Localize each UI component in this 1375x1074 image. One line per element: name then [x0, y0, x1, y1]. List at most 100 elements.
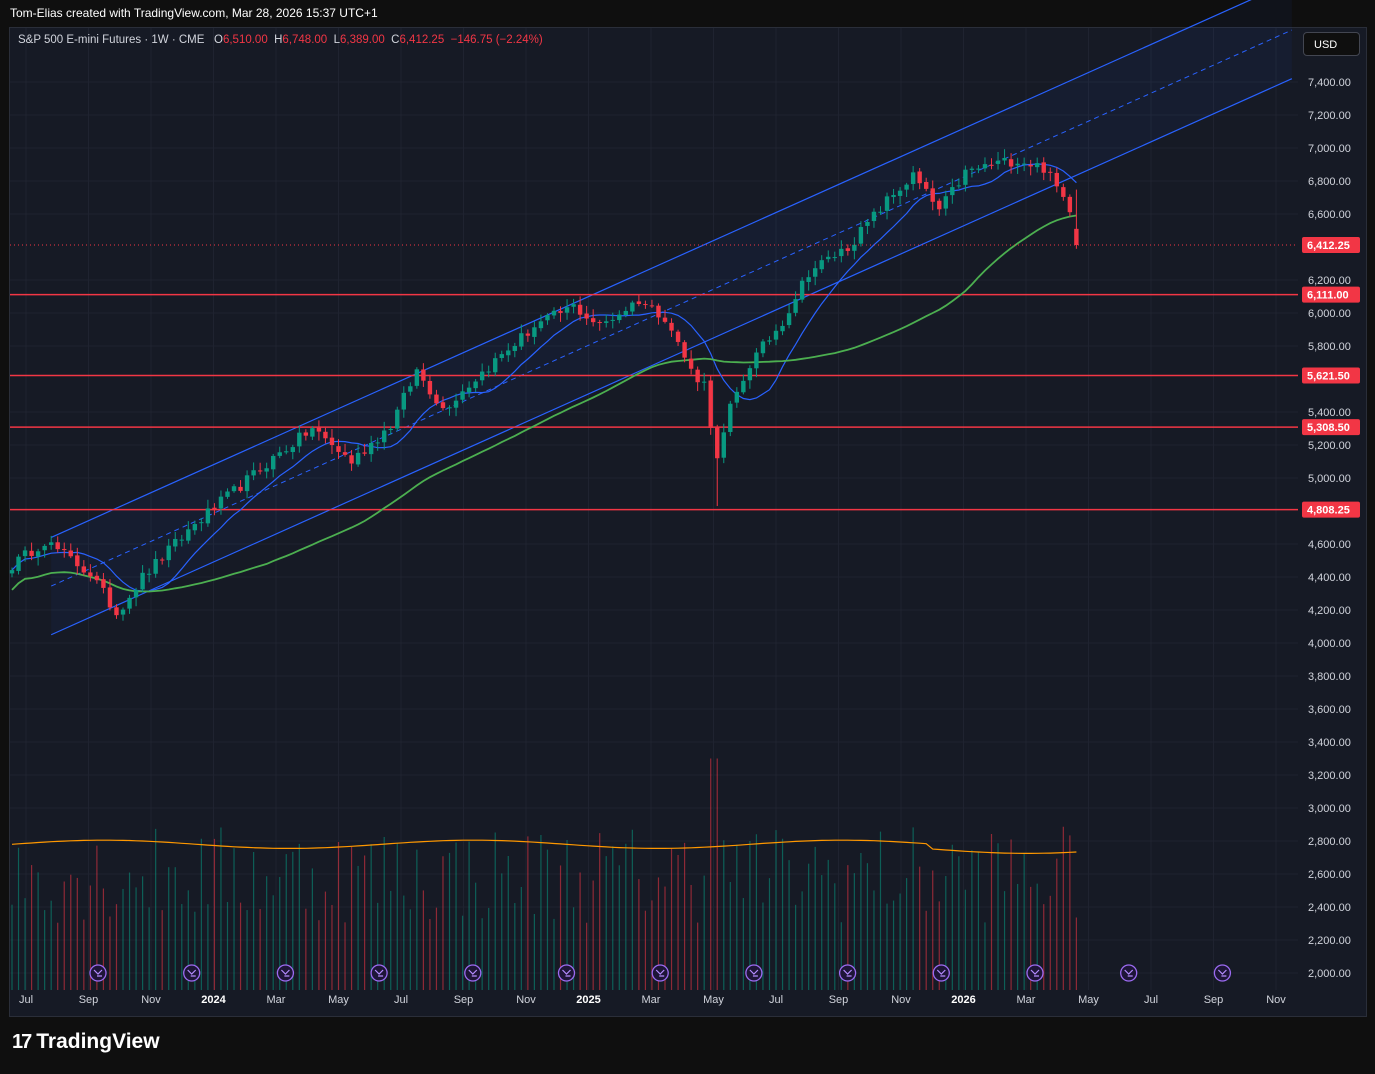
candle-body[interactable] [571, 304, 576, 307]
candle-body[interactable] [244, 475, 250, 492]
candle-body[interactable] [284, 451, 289, 453]
candle-body[interactable] [342, 452, 348, 455]
price-level-tag[interactable] [1302, 286, 1360, 303]
candle-body[interactable] [826, 256, 831, 260]
candle-body[interactable] [55, 542, 60, 550]
candle-body[interactable] [695, 369, 700, 383]
candle-body[interactable] [917, 171, 922, 184]
candle-body[interactable] [473, 381, 478, 389]
candle-body[interactable] [937, 200, 942, 210]
candle-body[interactable] [1041, 162, 1046, 173]
candle-body[interactable] [192, 524, 198, 531]
candle-body[interactable] [1015, 163, 1020, 166]
candle-body[interactable] [688, 358, 694, 369]
candle-body[interactable] [395, 409, 400, 429]
candle-body[interactable] [610, 319, 615, 321]
candle-body[interactable] [675, 331, 681, 342]
candle-body[interactable] [715, 427, 720, 459]
candle-body[interactable] [453, 400, 459, 408]
candle-body[interactable] [812, 268, 818, 277]
trend-arrow-icon[interactable] [651, 964, 669, 982]
candle-body[interactable] [747, 368, 753, 381]
candle-body[interactable] [858, 226, 864, 244]
candle-body[interactable] [271, 455, 276, 470]
candle-body[interactable] [68, 550, 73, 557]
candle-body[interactable] [604, 321, 609, 323]
candle-body[interactable] [368, 442, 374, 455]
candle-body[interactable] [904, 184, 909, 190]
candle-body[interactable] [741, 380, 746, 393]
candle-body[interactable] [701, 381, 707, 383]
candle-body[interactable] [499, 354, 504, 358]
candle-body[interactable] [708, 380, 713, 428]
candle-body[interactable] [525, 333, 531, 336]
candle-body[interactable] [336, 446, 341, 452]
candle-body[interactable] [845, 248, 851, 251]
last-price-tag[interactable] [1302, 236, 1360, 253]
candle-body[interactable] [166, 545, 171, 561]
candle-body[interactable] [62, 548, 67, 551]
candle-body[interactable] [421, 369, 426, 381]
candle-body[interactable] [186, 529, 191, 541]
trend-arrow-icon[interactable] [745, 964, 763, 982]
candle-body[interactable] [793, 299, 798, 313]
trend-arrow-icon[interactable] [183, 964, 201, 982]
candle-body[interactable] [75, 555, 80, 567]
candle-body[interactable] [375, 442, 380, 444]
candle-body[interactable] [878, 211, 883, 213]
trend-arrow-icon[interactable] [464, 964, 482, 982]
candle-body[interactable] [1002, 157, 1007, 161]
candle-body[interactable] [29, 550, 34, 556]
candle-body[interactable] [349, 455, 354, 464]
candle-body[interactable] [257, 470, 263, 472]
candle-body[interactable] [662, 317, 668, 322]
candle-body[interactable] [590, 318, 596, 323]
candle-body[interactable] [760, 341, 766, 354]
candle-body[interactable] [623, 310, 629, 315]
candle-body[interactable] [238, 486, 243, 491]
candle-body[interactable] [251, 470, 256, 476]
candle-body[interactable] [512, 345, 518, 352]
candle-body[interactable] [382, 430, 387, 443]
candle-body[interactable] [179, 539, 184, 541]
candle-body[interactable] [460, 391, 465, 400]
candle-body[interactable] [551, 310, 557, 316]
channel-mid-line[interactable] [50, 29, 1293, 587]
candle-body[interactable] [884, 196, 890, 211]
candle-body[interactable] [408, 386, 413, 392]
candle-body[interactable] [486, 371, 491, 373]
candle-body[interactable] [434, 394, 439, 404]
candle-body[interactable] [989, 164, 994, 166]
candle-body[interactable] [806, 277, 811, 282]
candle-body[interactable] [506, 350, 511, 356]
candle-body[interactable] [1008, 159, 1014, 167]
candle-body[interactable] [153, 558, 158, 574]
chart-frame[interactable] [9, 27, 1367, 1017]
candle-body[interactable] [721, 432, 726, 458]
candle-body[interactable] [910, 172, 916, 185]
candle-body[interactable] [728, 403, 733, 432]
candle-body[interactable] [466, 387, 472, 393]
candle-body[interactable] [297, 432, 302, 447]
candle-body[interactable] [355, 452, 361, 465]
candle-body[interactable] [643, 304, 648, 306]
candle-body[interactable] [852, 244, 857, 251]
candle-body[interactable] [538, 321, 544, 329]
candle-body[interactable] [133, 589, 139, 598]
candle-body[interactable] [891, 194, 896, 198]
trend-arrow-icon[interactable] [1026, 964, 1044, 982]
candle-body[interactable] [584, 313, 589, 319]
candle-body[interactable] [976, 168, 981, 170]
candle-body[interactable] [401, 392, 406, 410]
tradingview-logo[interactable]: 17 TradingView [12, 1030, 160, 1054]
candle-body[interactable] [1028, 164, 1033, 167]
candle-body[interactable] [120, 609, 126, 615]
candle-body[interactable] [303, 432, 309, 436]
candle-body[interactable] [362, 452, 367, 454]
candle-body[interactable] [558, 311, 563, 313]
candle-body[interactable] [146, 573, 152, 575]
candle-body[interactable] [264, 468, 269, 472]
candle-body[interactable] [388, 428, 393, 430]
candle-body[interactable] [773, 330, 779, 340]
